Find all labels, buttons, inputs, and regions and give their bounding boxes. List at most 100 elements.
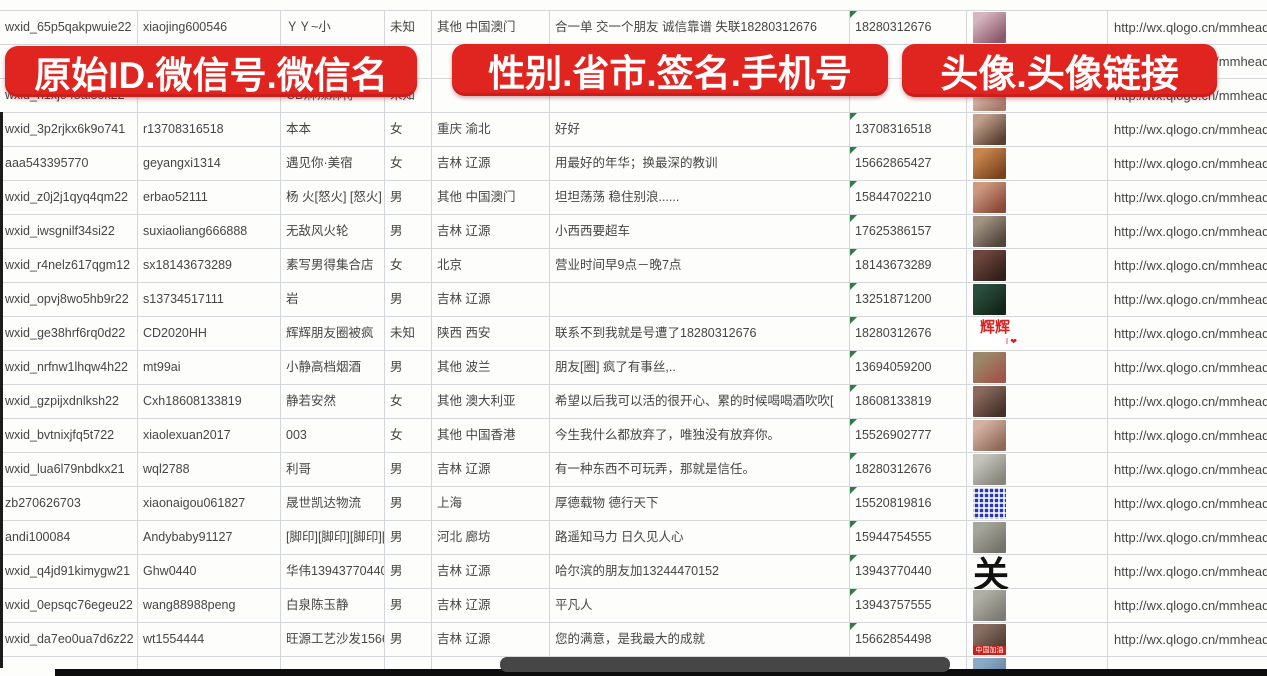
cell-phone[interactable]: 15844702210: [850, 181, 967, 214]
cell-avatar[interactable]: [967, 453, 1108, 486]
cell-signature[interactable]: 有一种东西不可玩弄，那就是信任。: [550, 453, 850, 486]
cell-phone[interactable]: 18280312676: [850, 317, 967, 350]
cell-avatar-url[interactable]: http://wx.qlogo.cn/mmhead: [1114, 530, 1267, 545]
cell-wechat-name[interactable]: 华伟13943770440: [281, 555, 385, 588]
cell-wechat-name[interactable]: 无敌风火轮: [281, 215, 385, 248]
cell-signature[interactable]: 厚德载物 德行天下: [550, 487, 850, 520]
cell-wechat-id[interactable]: wql2788: [138, 453, 281, 486]
cell-gender[interactable]: 男: [385, 453, 432, 486]
cell-gender[interactable]: 女: [385, 249, 432, 282]
cell-gender[interactable]: 未知: [385, 11, 432, 44]
cell-signature[interactable]: 哈尔滨的朋友加13244470152: [550, 555, 850, 588]
cell-wechat-id[interactable]: Andybaby91127: [138, 521, 281, 554]
cell-wechat-id[interactable]: geyangxi1314: [138, 147, 281, 180]
cell-gender[interactable]: 女: [385, 419, 432, 452]
cell-avatar-url[interactable]: http://wx.qlogo.cn/mmhead: [1114, 326, 1267, 341]
cell-avatar-url[interactable]: http://wx.qlogo.cn/mmhead: [1114, 496, 1267, 511]
cell-wxid[interactable]: wxid_opvj8wo5hb9r22: [0, 283, 138, 316]
cell-avatar-url[interactable]: http://wx.qlogo.cn/mmhead: [1114, 564, 1267, 579]
cell-gender[interactable]: 男: [385, 215, 432, 248]
cell-region[interactable]: 北京: [432, 249, 550, 282]
cell-signature[interactable]: 联系不到我就是号遭了18280312676: [550, 317, 850, 350]
cell-region[interactable]: 吉林 辽源: [432, 215, 550, 248]
cell-signature[interactable]: 好好: [550, 113, 850, 146]
cell-signature[interactable]: 小西西要超车: [550, 215, 850, 248]
cell-wxid[interactable]: wxid_r4nelz617qgm12: [0, 249, 138, 282]
cell-region[interactable]: 上海: [432, 487, 550, 520]
cell-avatar-url[interactable]: http://wx.qlogo.cn/mmhead: [1114, 224, 1267, 239]
cell-avatar-url[interactable]: http://wx.qlogo.cn/mmhead: [1114, 20, 1267, 35]
cell-wxid[interactable]: wxid_gzpijxdnlksh22: [0, 385, 138, 418]
cell-wechat-name[interactable]: 旺源工艺沙发15662854: [281, 623, 385, 656]
cell-wxid[interactable]: wxid_da7eo0ua7d6z22: [0, 623, 138, 656]
cell-signature[interactable]: [550, 283, 850, 316]
cell-wechat-name[interactable]: 晟世凯达物流: [281, 487, 385, 520]
cell-wxid[interactable]: zb270626703: [0, 487, 138, 520]
cell-wechat-name[interactable]: ＹＹ~小: [281, 11, 385, 44]
cell-region[interactable]: 其他 中国澳门: [432, 11, 550, 44]
cell-region[interactable]: 其他 中国香港: [432, 419, 550, 452]
cell-phone[interactable]: 15662865427: [850, 147, 967, 180]
cell-phone[interactable]: 17625386157: [850, 215, 967, 248]
cell-wxid[interactable]: wxid_z0j2j1qyq4qm22: [0, 181, 138, 214]
cell-wechat-id[interactable]: erbao52111: [138, 181, 281, 214]
cell-region[interactable]: 吉林 辽源: [432, 147, 550, 180]
cell-avatar-url[interactable]: http://wx.qlogo.cn/mmhead: [1114, 360, 1267, 375]
cell-wechat-name[interactable]: [281, 657, 385, 676]
cell-region[interactable]: 吉林 辽源: [432, 555, 550, 588]
cell-avatar[interactable]: [967, 419, 1108, 452]
cell-wxid[interactable]: wxid_lua6l79nbdkx21: [0, 453, 138, 486]
cell-wechat-id[interactable]: [138, 657, 281, 676]
cell-gender[interactable]: 男: [385, 283, 432, 316]
cell-phone[interactable]: 13694059200: [850, 351, 967, 384]
cell-avatar-url[interactable]: http://wx.qlogo.cn/mmhead: [1114, 394, 1267, 409]
cell-signature[interactable]: 坦坦荡荡 稳住别浪......: [550, 181, 850, 214]
cell-wxid[interactable]: wxid_nrfnw1lhqw4h22: [0, 351, 138, 384]
cell-region[interactable]: 吉林 辽源: [432, 589, 550, 622]
cell-phone[interactable]: 13708316518: [850, 113, 967, 146]
cell-avatar-url[interactable]: http://wx.qlogo.cn/mmhead: [1114, 598, 1267, 613]
cell-avatar-url[interactable]: http://wx.qlogo.cn/mmhead: [1114, 632, 1267, 647]
cell-wxid[interactable]: wxid_q4jd91kimygw21: [0, 555, 138, 588]
cell-avatar[interactable]: [967, 11, 1108, 44]
cell-wxid[interactable]: wxid_3p2rjkx6k9o741: [0, 113, 138, 146]
cell-phone[interactable]: 13943757555: [850, 589, 967, 622]
cell-gender[interactable]: 女: [385, 147, 432, 180]
horizontal-scrollbar-thumb[interactable]: [500, 657, 950, 672]
cell-wechat-name[interactable]: 本本: [281, 113, 385, 146]
cell-avatar[interactable]: 中国加油: [967, 623, 1108, 656]
cell-gender[interactable]: 男: [385, 589, 432, 622]
cell-phone[interactable]: 18280312676: [850, 11, 967, 44]
cell-phone[interactable]: 15944754555: [850, 521, 967, 554]
cell-region[interactable]: 其他 波兰: [432, 351, 550, 384]
cell-avatar[interactable]: [967, 181, 1108, 214]
cell-gender[interactable]: 男: [385, 351, 432, 384]
cell-avatar[interactable]: [967, 113, 1108, 146]
cell-wxid[interactable]: wxid_bvtnixjfq5t722: [0, 419, 138, 452]
cell-gender[interactable]: 男: [385, 487, 432, 520]
cell-wechat-name[interactable]: 003: [281, 419, 385, 452]
horizontal-scrollbar-track[interactable]: [55, 669, 1267, 676]
cell-wxid[interactable]: andi100084: [0, 521, 138, 554]
cell-wxid[interactable]: wxid_65p5qakpwuie22: [0, 11, 138, 44]
cell-avatar[interactable]: [967, 589, 1108, 622]
cell-phone[interactable]: 18280312676: [850, 453, 967, 486]
cell-wechat-name[interactable]: 遇见你·美宿: [281, 147, 385, 180]
cell-wechat-name[interactable]: 利哥: [281, 453, 385, 486]
cell-signature[interactable]: 路遥知马力 日久见人心: [550, 521, 850, 554]
cell-avatar-url[interactable]: http://wx.qlogo.cn/mmhead: [1114, 122, 1267, 137]
cell-avatar-url[interactable]: http://wx.qlogo.cn/mmhead: [1114, 156, 1267, 171]
cell-phone[interactable]: 18143673289: [850, 249, 967, 282]
cell-region[interactable]: 其他 澳大利亚: [432, 385, 550, 418]
cell-gender[interactable]: [385, 657, 432, 676]
cell-wechat-name[interactable]: 素写男得集合店: [281, 249, 385, 282]
cell-gender[interactable]: 男: [385, 181, 432, 214]
cell-signature[interactable]: 平凡人: [550, 589, 850, 622]
cell-wechat-name[interactable]: 杨 火[怒火] [怒火]: [281, 181, 385, 214]
cell-avatar-url[interactable]: http://wx.qlogo.cn/mmhead: [1114, 258, 1267, 273]
cell-gender[interactable]: 男: [385, 623, 432, 656]
cell-wechat-id[interactable]: mt99ai: [138, 351, 281, 384]
cell-wechat-name[interactable]: 辉辉朋友圈被疯: [281, 317, 385, 350]
cell-region[interactable]: 重庆 渝北: [432, 113, 550, 146]
cell-signature[interactable]: 今生我什么都放弃了，唯独没有放弃你。: [550, 419, 850, 452]
